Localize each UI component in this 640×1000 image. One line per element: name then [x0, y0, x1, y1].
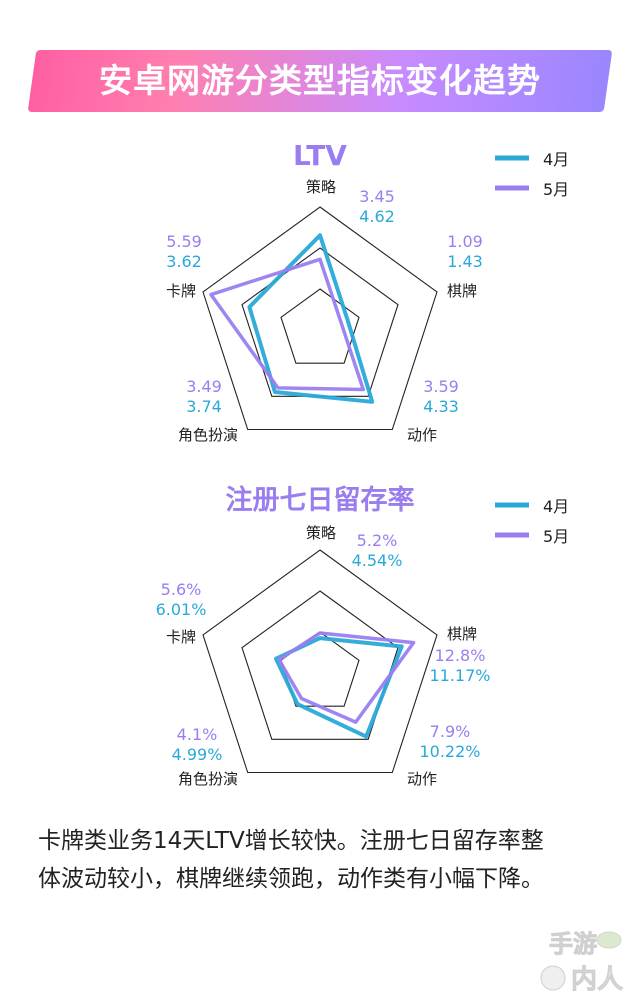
legend-label: 4月: [543, 497, 569, 516]
value-label-april: 4.62: [359, 207, 395, 226]
value-label-may: 1.09: [447, 232, 483, 251]
watermark-logo: 手游 内人: [540, 930, 623, 995]
page-title: 安卓网游分类型指标变化趋势: [99, 61, 541, 100]
axis-label: 角色扮演: [178, 426, 238, 444]
value-label-may: 4.1%: [177, 725, 218, 744]
value-label-may: 3.59: [423, 377, 459, 396]
axis-label: 角色扮演: [178, 770, 238, 788]
ltv-radar-chart: LTV 4月 5月 策略 3.454.62 棋牌 1.091.43 动作 3.594.33 角色扮…: [166, 139, 569, 444]
value-label-april: 3.62: [166, 252, 202, 271]
caption-line-1: 卡牌类业务14天LTV增长较快。注册七日留存率整: [38, 828, 544, 854]
leaf-icon: [596, 931, 622, 949]
grid-ring-2: [241, 247, 399, 397]
value-label-may: 7.9%: [430, 722, 471, 741]
axis-label: 卡牌: [166, 282, 196, 300]
value-label-april: 4.99%: [172, 745, 223, 764]
axis-label: 棋牌: [447, 625, 477, 643]
value-label-april: 1.43: [447, 252, 483, 271]
axis-label: 棋牌: [447, 282, 477, 300]
value-label-april: 11.17%: [429, 666, 490, 685]
chart-title: 注册七日留存率: [226, 484, 415, 516]
grid-ring-3: [202, 549, 438, 774]
series-line-may: [209, 257, 366, 392]
series-line-may: [277, 631, 416, 724]
value-label-april: 3.74: [186, 397, 222, 416]
value-label-april: 6.01%: [156, 600, 207, 619]
legend-label: 4月: [543, 150, 569, 169]
value-label-may: 12.8%: [435, 646, 486, 665]
axis-label: 卡牌: [166, 628, 196, 646]
caption-line-2: 体波动较小，棋牌继续领跑，动作类有小幅下降。: [38, 866, 544, 892]
value-label-may: 5.2%: [357, 531, 398, 550]
value-label-may: 5.6%: [161, 580, 202, 599]
legend-label: 5月: [543, 180, 569, 199]
grid-ring-3: [202, 206, 438, 431]
watermark-top-text: 手游: [549, 930, 597, 958]
value-label-may: 3.45: [359, 187, 395, 206]
legend-label: 5月: [543, 527, 569, 546]
axis-label: 策略: [306, 178, 336, 196]
circle-icon: [540, 965, 566, 991]
value-label-april: 10.22%: [419, 742, 480, 761]
value-label-april: 4.33: [423, 397, 459, 416]
value-label-may: 5.59: [166, 232, 202, 251]
watermark-bottom-text: 内人: [571, 965, 623, 995]
caption: 卡牌类业务14天LTV增长较快。注册七日留存率整 体波动较小，棋牌继续领跑，动作…: [38, 822, 618, 898]
series-line-april: [247, 233, 375, 404]
grid-ring-1: [280, 288, 360, 364]
axis-label: 动作: [407, 770, 437, 788]
value-label-may: 3.49: [186, 377, 222, 396]
axis-label: 策略: [306, 524, 336, 542]
chart-title: LTV: [293, 139, 347, 172]
value-label-april: 4.54%: [352, 551, 403, 570]
axis-label: 动作: [407, 426, 437, 444]
retention-radar-chart: 注册七日留存率 4月 5月 策略 5.2%4.54% 棋牌 12.8%11.17% 动作 7.9…: [156, 484, 570, 788]
